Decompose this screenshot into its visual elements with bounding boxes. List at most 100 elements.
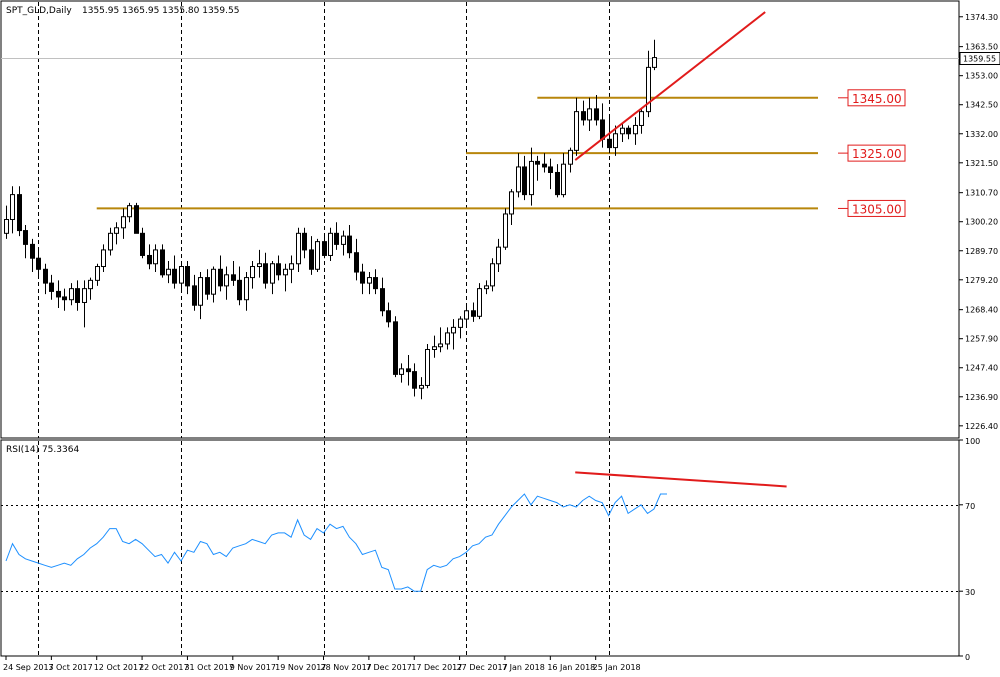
rsi-tick-label: 0 [965, 653, 970, 662]
rsi-tick-label: 30 [965, 588, 975, 597]
candle-body [607, 138, 612, 149]
price-tick-label: 1257.90 [965, 335, 998, 344]
candle-body [445, 332, 450, 345]
candle-body [30, 243, 35, 259]
price-tick-label: 1236.90 [965, 393, 998, 402]
candle-body [484, 285, 489, 290]
vertical-dashed-lines [38, 2, 610, 656]
price-tick-label: 1247.40 [965, 364, 998, 373]
candle-body [328, 232, 333, 256]
trend-lines [574, 11, 787, 488]
candle-body [529, 160, 534, 196]
candle-body [95, 266, 100, 281]
date-tick-label: 25 Jan 2018 [593, 663, 641, 672]
level-label-box [847, 89, 906, 107]
candle-body [160, 249, 165, 276]
candle-body [263, 263, 268, 284]
rsi-series-group [5, 493, 667, 592]
candle-body [108, 232, 113, 251]
candle-body [198, 277, 203, 306]
candle-body [458, 318, 463, 328]
date-tick-label: 9 Nov 2017 [230, 663, 276, 672]
price-tick-label: 1321.50 [965, 159, 998, 168]
candle-body [393, 321, 398, 375]
candle-body [283, 268, 288, 276]
date-tick-label: 28 Nov 2017 [321, 663, 372, 672]
date-tick-label: 17 Dec 2017 [411, 663, 462, 672]
candle-body [561, 163, 566, 196]
price-tick-label: 1310.70 [965, 189, 998, 198]
rsi-title: RSI(14) 75.3364 [6, 445, 79, 455]
candle-body [425, 348, 430, 386]
price-trend-line [574, 11, 766, 161]
candle-body [639, 111, 644, 126]
rsi-trend-line [575, 471, 787, 488]
candle-body [373, 277, 378, 290]
date-tick-label: 31 Oct 2017 [184, 663, 233, 672]
candle-body [633, 124, 638, 135]
candle-body [166, 268, 171, 276]
candle-body [432, 346, 437, 350]
candle-body [347, 235, 352, 254]
level-label-text: 1345.00 [852, 92, 902, 106]
candle-body [341, 235, 346, 245]
candle-body [211, 268, 216, 295]
support-resistance-levels [96, 96, 818, 210]
rsi-tick-label: 100 [965, 437, 980, 446]
candle-body [244, 277, 249, 301]
candle-body [386, 310, 391, 323]
date-tick-label: 7 Dec 2017 [366, 663, 412, 672]
candle-body [509, 191, 514, 215]
candle-body [172, 268, 177, 284]
last-price-label: 1359.55 [963, 55, 996, 64]
level-label-text: 1325.00 [852, 147, 902, 161]
price-tick-label: 1226.40 [965, 422, 998, 431]
level-label-box [847, 199, 906, 217]
candle-body [406, 368, 411, 373]
price-tick-label: 1332.00 [965, 130, 998, 139]
candle-body [224, 274, 229, 287]
candle-body [471, 310, 476, 317]
candle-body [503, 213, 508, 248]
candle-body [600, 119, 605, 140]
candle-body [114, 227, 119, 234]
rsi-tick-label: 70 [965, 502, 975, 511]
candle-body [10, 194, 15, 220]
candle-body [380, 288, 385, 312]
candle-body [542, 163, 547, 168]
candle-body [613, 133, 618, 149]
candle-body [334, 232, 339, 245]
candle-body [490, 263, 495, 287]
candle-body [23, 230, 28, 245]
candle-body [17, 194, 22, 232]
candle-body [43, 268, 48, 284]
candle-body [153, 249, 158, 265]
date-tick-label: 3 Oct 2017 [48, 663, 92, 672]
candle-body [88, 279, 93, 290]
candle-body [555, 171, 560, 196]
candle-body [548, 166, 553, 173]
candle-body [496, 246, 501, 265]
price-tick-label: 1289.70 [965, 247, 998, 256]
candle-body [296, 232, 301, 265]
price-panel [0, 0, 960, 439]
candle-body [522, 166, 527, 196]
candle-body [367, 277, 372, 284]
chart-title: SPT_GLD,Daily [6, 6, 72, 16]
level-labels: 1345.00 1325.00 1305.00 [838, 89, 906, 217]
candle-body [581, 111, 586, 121]
candle-body [360, 271, 365, 284]
candle-body [192, 285, 197, 306]
price-tick-label: 1342.50 [965, 101, 998, 110]
candle-body [568, 149, 573, 165]
date-tick-label: 19 Nov 2017 [275, 663, 326, 672]
candle-body [652, 57, 657, 68]
candle-body [69, 288, 74, 301]
candle-body [354, 252, 359, 273]
candle-body [626, 127, 631, 135]
date-tick-label: 7 Jan 2018 [502, 663, 545, 672]
candle-body [82, 288, 87, 303]
candle-body [516, 166, 521, 193]
candle-body [147, 254, 152, 265]
